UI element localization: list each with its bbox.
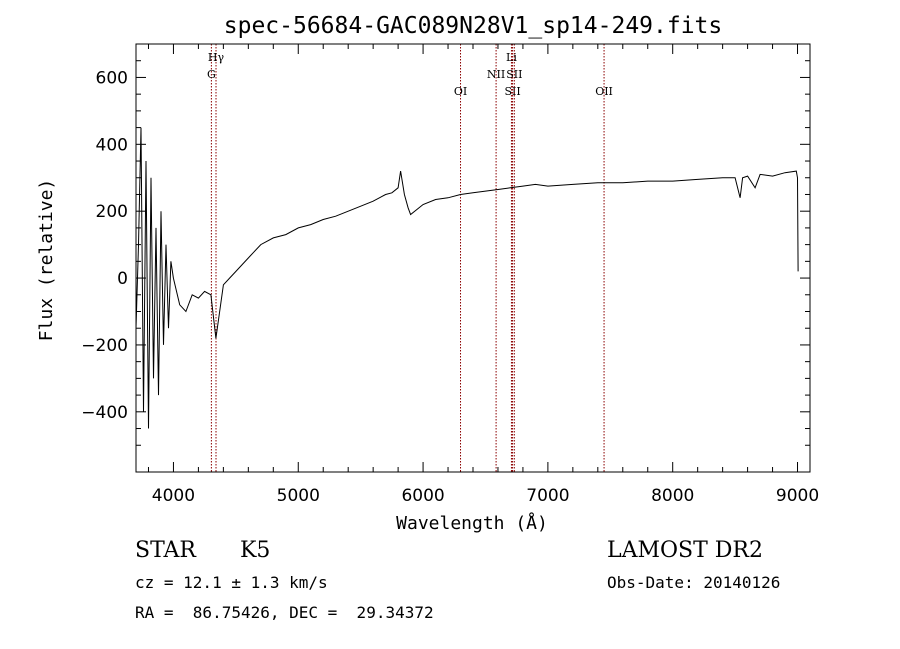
x-tick-label-6000: 6000 [401, 486, 444, 506]
redshift-cz: cz = 12.1 ± 1.3 km/s [135, 573, 328, 592]
y-tick-label-600: 600 [96, 68, 128, 88]
line-label-6: SII [506, 68, 522, 81]
y-tick-label--200: −200 [81, 336, 128, 356]
line-label-0: G [207, 68, 216, 81]
line-label-1: Hγ [208, 51, 225, 64]
x-axis-label: Wavelength (Å) [396, 512, 548, 534]
line-label-3: NII [487, 68, 505, 81]
spectrum-series-line [135, 127, 799, 429]
survey-name: LAMOST DR2 [607, 538, 763, 563]
line-label-4: Li [506, 51, 517, 64]
y-axis-label: Flux (relative) [36, 179, 57, 342]
object-class: STAR [135, 538, 196, 563]
object-subclass: K5 [240, 538, 271, 563]
observation-date: Obs-Date: 20140126 [607, 573, 781, 592]
y-tick-label--400: −400 [81, 403, 128, 423]
line-label-5: SII [504, 85, 520, 98]
x-tick-label-4000: 4000 [152, 486, 195, 506]
chart-title: spec-56684-GAC089N28V1_sp14-249.fits [224, 13, 723, 39]
line-label-2: OI [454, 85, 467, 98]
line-label-7: OII [595, 85, 613, 98]
plot-frame [135, 43, 811, 473]
x-tick-label-9000: 9000 [776, 486, 819, 506]
x-tick-label-5000: 5000 [277, 486, 320, 506]
y-tick-label-0: 0 [117, 269, 128, 289]
x-axis-ticks: 4000 5000 6000 7000 8000 9000 [147, 44, 819, 506]
ra-dec-coordinates: RA = 86.75426, DEC = 29.34372 [135, 603, 434, 622]
x-tick-label-8000: 8000 [651, 486, 694, 506]
y-tick-label-200: 200 [96, 202, 128, 222]
y-axis-ticks: −400 −200 0 200 400 600 [81, 43, 810, 446]
y-tick-label-400: 400 [96, 135, 128, 155]
x-tick-label-7000: 7000 [526, 486, 569, 506]
